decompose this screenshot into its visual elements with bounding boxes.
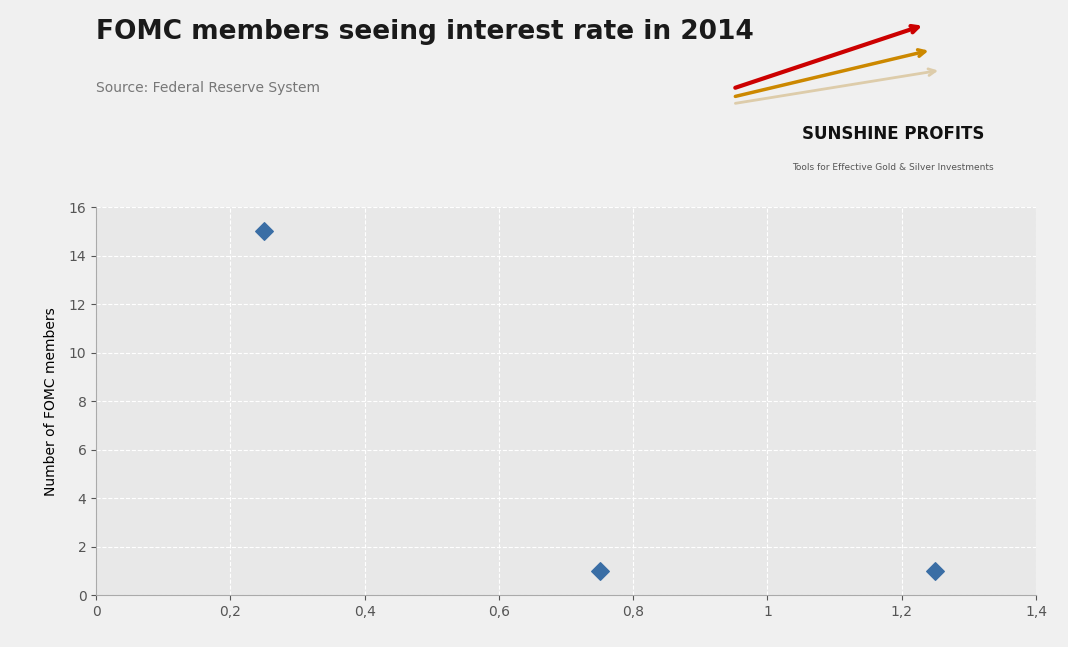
Text: FOMC members seeing interest rate in 2014: FOMC members seeing interest rate in 201… bbox=[96, 19, 754, 45]
Text: SUNSHINE PROFITS: SUNSHINE PROFITS bbox=[802, 125, 984, 143]
Text: Source: Federal Reserve System: Source: Federal Reserve System bbox=[96, 81, 320, 95]
Y-axis label: Number of FOMC members: Number of FOMC members bbox=[44, 307, 58, 496]
Text: Tools for Effective Gold & Silver Investments: Tools for Effective Gold & Silver Invest… bbox=[792, 163, 993, 172]
Point bbox=[927, 565, 944, 576]
Point bbox=[591, 565, 608, 576]
Point bbox=[255, 226, 272, 237]
